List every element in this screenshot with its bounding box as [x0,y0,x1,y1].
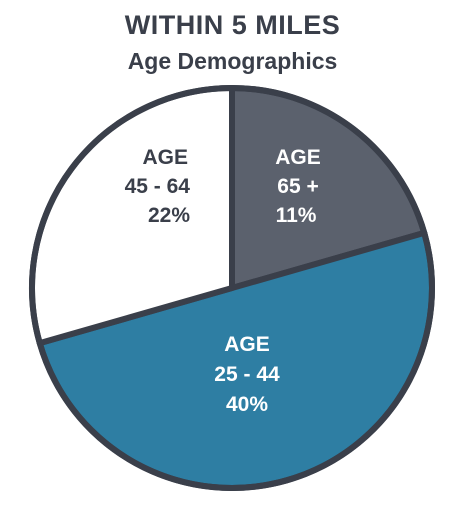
slice-percent: 11% [276,204,317,227]
slice-range: 25 - 44 [214,363,280,386]
slice-percent: 22% [148,204,190,227]
slice-label: AGE [142,146,188,169]
chart-title: WITHIN 5 MILES [124,10,341,40]
slice-label-group: AGE 45 - 64 22% [125,146,191,227]
slice-label-group: AGE 65 + 11% [275,146,321,227]
slice-label-group: AGE 25 - 44 40% [214,333,280,416]
slice-label: AGE [224,333,270,356]
slice-range: 45 - 64 [125,175,191,198]
pie-outline [29,85,435,491]
slice-percent: 40% [226,393,268,416]
slice-label: AGE [275,146,321,169]
slice-range: 65 + [277,175,318,198]
chart-subtitle: Age Demographics [127,48,338,74]
